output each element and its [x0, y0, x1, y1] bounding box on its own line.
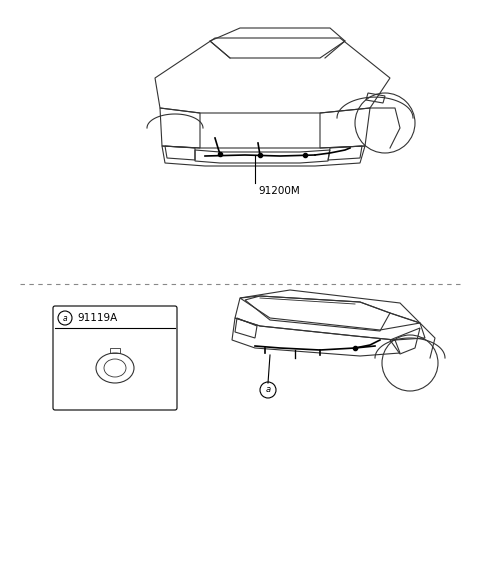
- Text: a: a: [63, 314, 67, 323]
- Text: 91200M: 91200M: [258, 186, 300, 196]
- Text: a: a: [265, 386, 271, 395]
- Text: 91119A: 91119A: [77, 313, 117, 323]
